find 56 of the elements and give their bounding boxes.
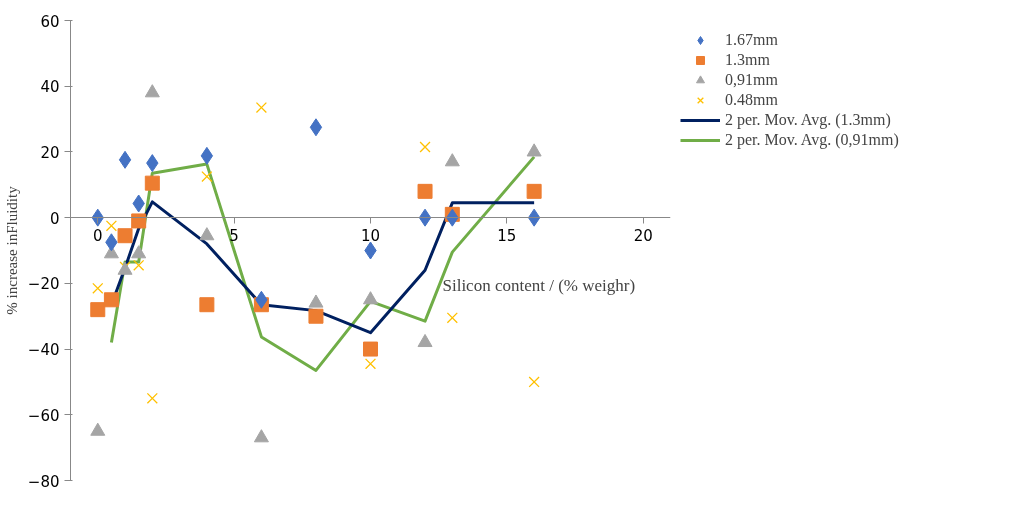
point (526, 183, 542, 199)
point (200, 146, 214, 165)
point (131, 245, 147, 259)
x-axis-title: Silicon content / (% weighr) (442, 275, 636, 295)
point (419, 141, 431, 153)
point (417, 333, 433, 348)
legend-label: 0,91mm (725, 71, 778, 89)
y-tick-label: −20 (27, 275, 60, 294)
point (527, 208, 541, 227)
x-tick-label: 10 (360, 226, 381, 245)
y-tick-label: −60 (27, 406, 60, 425)
point (418, 208, 432, 227)
y-axis-title: % increase inFluidity (3, 185, 20, 315)
point (363, 341, 378, 357)
point (446, 312, 458, 324)
y-tick-label: 60 (40, 12, 60, 31)
point (103, 292, 119, 308)
point (92, 282, 104, 294)
point (364, 358, 377, 370)
point (117, 228, 133, 244)
y-tick-label: 0 (49, 209, 60, 228)
point (199, 227, 215, 241)
point (444, 153, 460, 167)
legend-label: 2 per. Mov. Avg. (1.3mm) (725, 111, 891, 129)
x-tick-label: 0 (93, 226, 103, 245)
point (144, 84, 160, 98)
point (90, 302, 106, 318)
point (255, 101, 268, 114)
legend-label: 0.48mm (725, 91, 778, 109)
point (253, 429, 269, 443)
point (309, 118, 323, 137)
point (146, 392, 158, 404)
point (90, 422, 106, 436)
x-tick-label: 5 (229, 226, 239, 245)
point (131, 213, 147, 229)
point (417, 183, 433, 199)
legend-label: 2 per. Mov. Avg. (0,91mm) (725, 131, 899, 149)
legend-label: 1.3mm (725, 51, 770, 69)
y-tick-label: −40 (27, 341, 60, 360)
point (118, 150, 132, 169)
x-tick-label: 15 (497, 226, 517, 245)
point (133, 259, 145, 271)
point (201, 170, 213, 183)
point (528, 376, 540, 388)
point (363, 291, 378, 305)
point (526, 143, 542, 157)
y-tick-label: 40 (40, 78, 60, 97)
point (308, 294, 324, 308)
point (105, 220, 118, 232)
point (308, 308, 324, 324)
x-tick-label: 20 (633, 226, 653, 245)
point (144, 175, 160, 191)
y-tick-label: 20 (40, 143, 60, 162)
y-tick-label: −80 (27, 472, 60, 491)
point (199, 297, 215, 313)
legend-label: 1.67mm (725, 31, 778, 49)
